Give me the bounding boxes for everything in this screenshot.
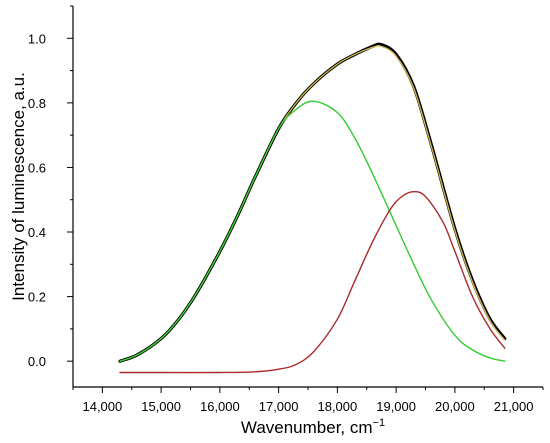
x-axis-title-text: Wavenumber, cm — [241, 418, 373, 437]
x-tick-label: 19,000 — [376, 399, 416, 414]
y-tick-label: 1.0 — [28, 31, 46, 46]
red-component-line — [119, 190, 506, 374]
y-tick-label: 0.4 — [28, 225, 46, 240]
x-tick-label: 20,000 — [435, 399, 475, 414]
x-axis-title: Wavenumber, cm−1 — [241, 417, 385, 437]
series-group — [118, 42, 507, 374]
x-tick-label: 17,000 — [259, 399, 299, 414]
fit-sum-line — [119, 45, 506, 362]
x-tick-label: 21,000 — [494, 399, 534, 414]
axes — [72, 6, 543, 388]
y-tick-label: 0.8 — [28, 96, 46, 111]
y-tick-label: 0.2 — [28, 290, 46, 305]
x-tick-label: 18,000 — [317, 399, 357, 414]
x-axis-title-superscript: −1 — [373, 417, 386, 429]
y-axis-title: Intensity of luminescence, a.u. — [9, 72, 28, 301]
ticks-group: 14,000 15,000 16,000 17,000 18,000 19,000 20,0… — [28, 5, 544, 414]
x-tick-label: 14,000 — [82, 399, 122, 414]
x-tick-label: 15,000 — [141, 399, 181, 414]
green-component-line — [119, 100, 506, 362]
y-tick-label: 0.0 — [28, 354, 46, 369]
y-tick-label: 0.6 — [28, 160, 46, 175]
x-tick-label: 16,000 — [200, 399, 240, 414]
